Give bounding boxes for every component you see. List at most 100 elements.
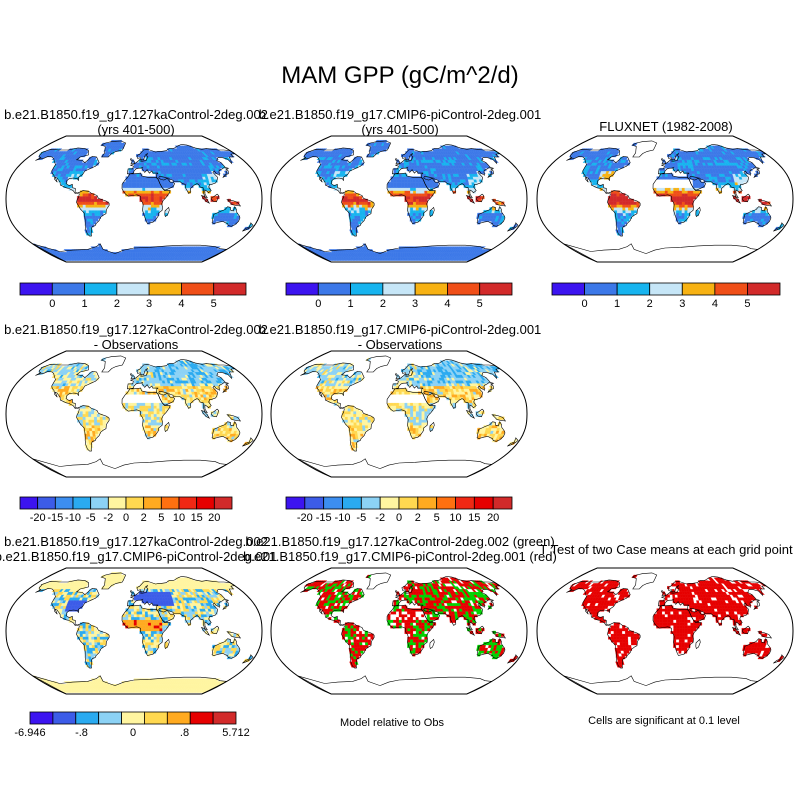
map-cell [85, 210, 90, 214]
map-cell [359, 204, 363, 208]
map-cell [367, 201, 371, 205]
map-cell [139, 405, 143, 409]
map-cell [359, 212, 363, 216]
map-cell [147, 422, 152, 426]
map-cell [91, 196, 95, 200]
map-cell [413, 190, 417, 194]
map-cell [404, 179, 408, 183]
map-cell [359, 196, 363, 200]
map-cell [122, 399, 126, 403]
map-panel-case1 [5, 135, 263, 263]
map-cell [681, 184, 685, 188]
map-cell [187, 399, 191, 403]
map-cell [398, 173, 402, 177]
map-cell [362, 212, 366, 216]
map-cell [401, 162, 405, 166]
map-cell [625, 204, 629, 208]
map-cell [418, 397, 422, 401]
map-cell [344, 204, 349, 208]
map-cell [616, 207, 620, 211]
map-cell [129, 249, 133, 253]
map-cell [678, 207, 683, 211]
map-cell [99, 416, 103, 420]
map-cell [367, 207, 371, 211]
map-cell [162, 193, 166, 197]
map-cell [681, 190, 686, 194]
map-cell [136, 165, 140, 169]
map-cell [161, 397, 166, 401]
map-cell [147, 207, 152, 211]
map-cell [404, 397, 408, 401]
map-cell [401, 176, 405, 180]
map-cell [429, 182, 433, 186]
map-panel-case2-obs [270, 350, 528, 478]
map-cell [131, 182, 135, 186]
map-cell [85, 408, 89, 412]
map-cells-case2-obs [301, 357, 518, 451]
map-cell [150, 419, 155, 423]
map-cell [91, 212, 96, 216]
map-cell [138, 162, 142, 166]
map-cell [684, 193, 688, 197]
map-cell [412, 212, 417, 216]
map-cell [415, 411, 420, 415]
map-cell [148, 201, 152, 205]
map-cell [390, 184, 394, 188]
map-cell [125, 187, 129, 191]
map-cell [133, 394, 137, 398]
map-cell [147, 399, 152, 403]
map-cell [102, 416, 106, 420]
map-cell [153, 182, 157, 186]
map-cell [673, 190, 677, 194]
map-cell [153, 210, 157, 214]
map-cell [360, 433, 364, 437]
map-cell [94, 215, 99, 219]
map-cell [91, 416, 95, 420]
map-cell [418, 413, 422, 417]
map-cell [144, 394, 149, 398]
map-cell [679, 201, 683, 205]
map-cell [131, 391, 135, 395]
map-cell [396, 249, 400, 253]
coastline [661, 157, 666, 165]
map-cell [684, 210, 688, 214]
map-cell [131, 405, 135, 409]
map-cell [656, 179, 660, 183]
map-cell [398, 190, 402, 194]
map-cell [401, 402, 405, 406]
map-cell [133, 187, 137, 191]
map-cell [362, 427, 366, 431]
map-cell [144, 215, 149, 219]
map-cell [167, 397, 171, 401]
map-cell [356, 427, 361, 431]
map-cell [147, 427, 152, 431]
map-cell [418, 198, 422, 202]
map-cell [153, 402, 157, 406]
map-cell [684, 201, 688, 205]
map-cell [393, 394, 397, 398]
map-cell [718, 187, 722, 191]
map-cell [410, 210, 414, 214]
map-cell [678, 210, 683, 214]
map-cell [687, 207, 691, 211]
map-cell [131, 179, 135, 183]
map-cell [412, 399, 417, 403]
map-cell [412, 433, 416, 437]
map-cell [145, 425, 149, 429]
map-cell [356, 419, 360, 423]
map-cell [133, 182, 137, 186]
map-cell [398, 397, 402, 401]
map-cell [410, 411, 414, 415]
map-cell [148, 419, 152, 423]
map-cell [410, 184, 414, 188]
map-cell [139, 402, 143, 406]
map-cell [85, 198, 89, 202]
map-cell [159, 408, 163, 412]
map-cell [396, 399, 400, 403]
map-cell [357, 430, 361, 434]
map-cell [165, 405, 169, 409]
map-cell [96, 201, 101, 205]
map-cell [412, 425, 417, 429]
map-cell [139, 394, 143, 398]
map-cell [91, 204, 95, 208]
